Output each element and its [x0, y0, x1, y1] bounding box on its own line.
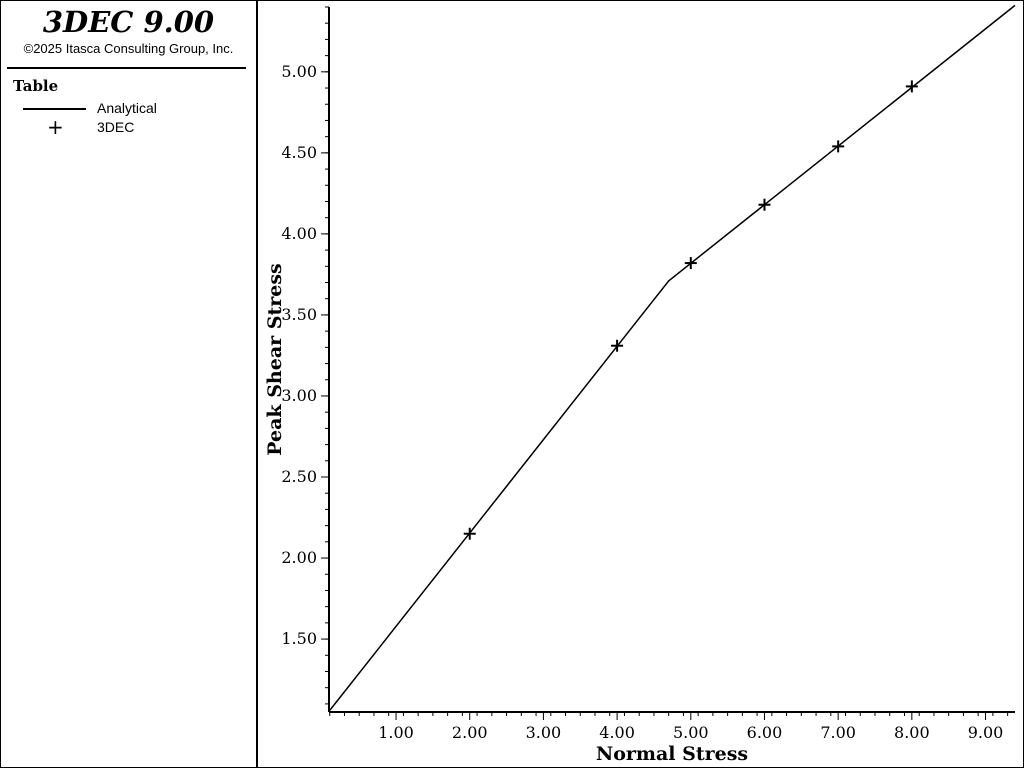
line-symbol-icon — [23, 108, 86, 110]
chart-area: 1.00 2.00 3.00 4.00 5.00 6.00 7.00 8.00 9.00 1.50… — [264, 4, 1016, 765]
3dec-data-point — [758, 198, 771, 211]
y-tick-label: 3.50 — [281, 305, 317, 324]
x-tick-label: 2.00 — [452, 723, 488, 742]
axes: 1.00 2.00 3.00 4.00 5.00 6.00 7.00 8.00 9.00 1.50… — [281, 6, 1015, 742]
y-tick-label: 2.00 — [281, 548, 317, 567]
x-tick-label: 8.00 — [894, 723, 930, 742]
x-tick-label: 7.00 — [820, 723, 856, 742]
y-tick-label: 2.50 — [281, 467, 317, 486]
3dec-data-point — [832, 140, 845, 153]
3dec-data-point — [463, 527, 476, 540]
app-title: 3DEC 9.00 — [42, 5, 215, 39]
3dec-data-point — [611, 339, 624, 352]
legend-item-analytical: Analytical — [1, 100, 256, 118]
legend-label: 3DEC — [97, 119, 135, 135]
y-tick-label: 1.50 — [281, 629, 317, 648]
analytical-series-line — [329, 4, 1016, 711]
3dec-data-point — [684, 257, 697, 270]
y-tick-label: 5.00 — [281, 62, 317, 81]
legend-label: Analytical — [97, 100, 157, 116]
y-tick-label: 4.00 — [281, 224, 317, 243]
y-tick-label: 3.00 — [281, 386, 317, 405]
x-tick-label: 9.00 — [968, 723, 1004, 742]
copyright-text: ©2025 Itasca Consulting Group, Inc. — [23, 41, 234, 56]
data-marks — [329, 4, 1016, 711]
y-tick-label: 4.50 — [281, 143, 317, 162]
plus-symbol-icon: + — [47, 115, 64, 139]
x-tick-label: 5.00 — [673, 723, 709, 742]
legend-item-3dec: + 3DEC — [1, 115, 256, 139]
legend-panel: 3DEC 9.00 ©2025 Itasca Consulting Group,… — [1, 1, 258, 767]
x-tick-label: 6.00 — [747, 723, 783, 742]
x-tick-label: 3.00 — [526, 723, 562, 742]
legend-title: Table — [13, 77, 59, 95]
legend-separator — [7, 67, 246, 69]
x-axis-label: Normal Stress — [596, 743, 748, 765]
x-tick-label: 4.00 — [599, 723, 635, 742]
x-tick-label: 1.00 — [378, 723, 414, 742]
y-axis-label: Peak Shear Stress — [264, 263, 286, 456]
3dec-data-point — [905, 80, 918, 93]
